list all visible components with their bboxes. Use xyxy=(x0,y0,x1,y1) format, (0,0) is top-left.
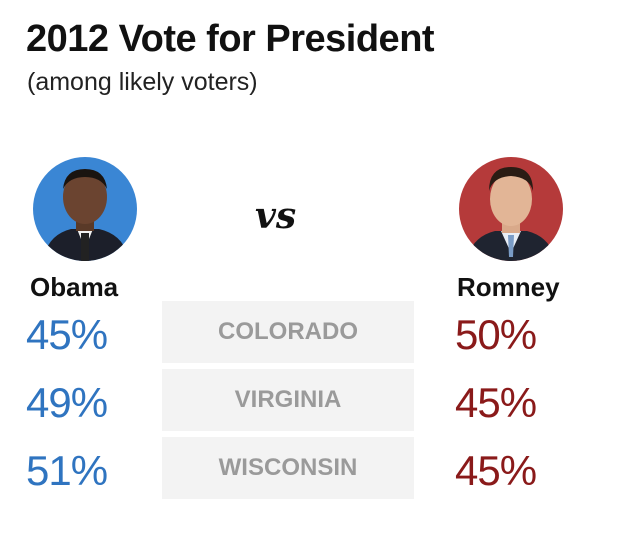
romney-percentage: 45% xyxy=(455,447,537,494)
state-label: WISCONSIN xyxy=(218,454,358,481)
romney-percentage: 50% xyxy=(455,311,537,358)
obama-portrait xyxy=(33,157,137,261)
state-row-box: VIRGINIA xyxy=(162,369,414,433)
romney-portrait xyxy=(459,157,563,261)
state-label: COLORADO xyxy=(218,318,358,345)
obama-percentage: 45% xyxy=(26,311,108,358)
state-label: VIRGINIA xyxy=(234,386,342,413)
chart-title: 2012 Vote for President xyxy=(26,18,435,60)
state-row-box: COLORADO xyxy=(162,301,414,365)
chart-subtitle: (among likely voters) xyxy=(27,68,258,96)
versus-label: vs xyxy=(255,195,297,237)
obama-name-label: Obama xyxy=(30,272,119,302)
obama-percentage: 51% xyxy=(26,447,108,494)
obama-percentage: 49% xyxy=(26,379,108,426)
romney-percentage: 45% xyxy=(455,379,537,426)
state-row-box: WISCONSIN xyxy=(162,437,414,501)
romney-name-label: Romney xyxy=(457,272,560,302)
